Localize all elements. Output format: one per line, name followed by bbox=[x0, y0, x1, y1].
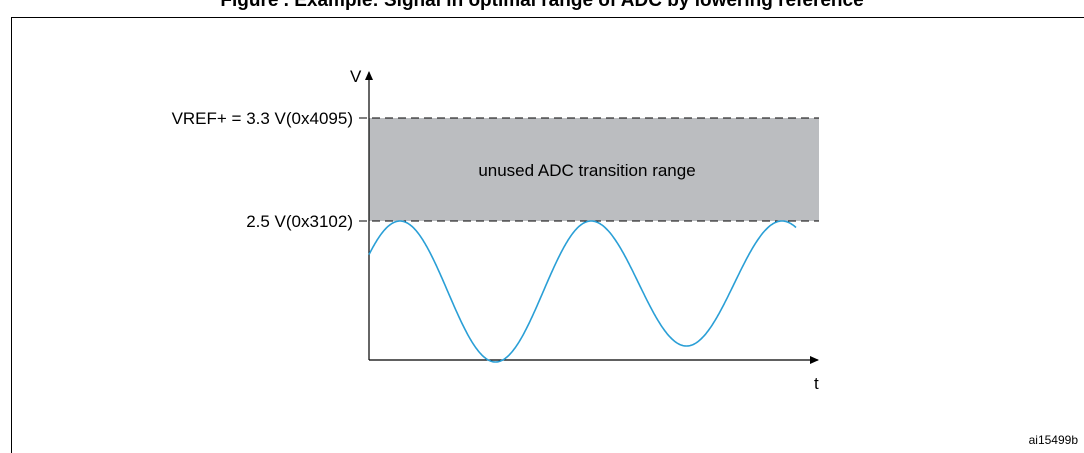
figure-reference-id: ai15499b bbox=[1029, 433, 1079, 447]
x-axis-label: t bbox=[814, 374, 819, 393]
signal-max-level-label: 2.5 V(0x3102) bbox=[246, 212, 353, 231]
signal-waveform bbox=[368, 220, 797, 363]
figure-title: Figure . Example: Signal in optimal rang… bbox=[220, 0, 864, 11]
y-axis-label: V bbox=[350, 67, 362, 86]
vref-level-label: VREF+ = 3.3 V(0x4095) bbox=[172, 109, 353, 128]
figure-frame bbox=[11, 17, 1084, 453]
unused-range-region bbox=[369, 118, 819, 221]
unused-range-label: unused ADC transition range bbox=[478, 161, 695, 180]
